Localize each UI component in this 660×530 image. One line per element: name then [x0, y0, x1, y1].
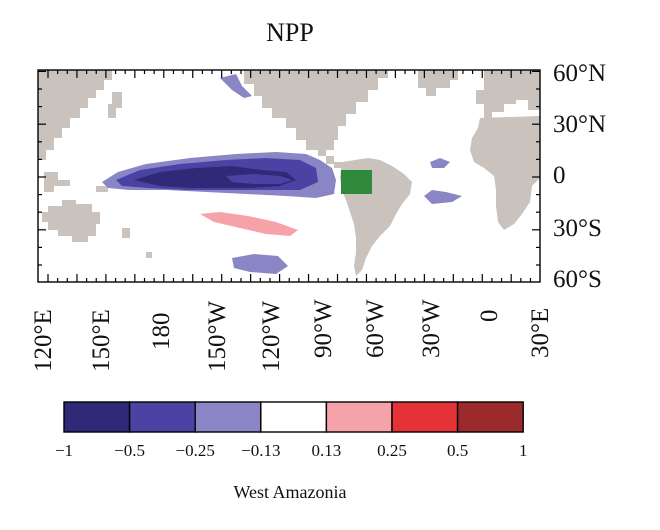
colorbar-tick-label: −0.25: [175, 441, 215, 460]
colorbar-tick-label: 0.5: [446, 441, 469, 460]
colorbar-swatch: [194, 401, 262, 433]
colorbar-swatch: [128, 401, 196, 433]
figure-caption: West Amazonia: [233, 482, 347, 502]
map-title: NPP: [266, 18, 314, 47]
colorbar-swatch: [260, 401, 328, 433]
lat-label-0: 0: [553, 162, 566, 189]
south-pacific-patch: [232, 254, 288, 274]
lon-label-0: 0: [476, 309, 503, 323]
lon-label-150w: 150°W: [204, 300, 231, 372]
equatorial-atlantic-patch: [424, 190, 462, 204]
colorbar-tick-label: −0.13: [241, 441, 281, 460]
colorbar-swatch: [63, 401, 131, 433]
anomaly-contours: [102, 74, 462, 274]
colorbar-tick-label: −1: [54, 441, 74, 460]
lat-label-60s: 60°S: [553, 266, 602, 293]
central-america: [326, 156, 342, 168]
new-guinea: [96, 186, 108, 192]
north-pacific-patch: [220, 74, 252, 98]
colorbar-swatch: [391, 401, 459, 433]
greenland: [418, 70, 458, 96]
lat-label-30s: 30°S: [553, 215, 602, 242]
negative-anomaly-tongue: [226, 174, 292, 184]
lon-label-120e: 120°E: [30, 309, 57, 372]
lon-label-120w: 120°W: [258, 300, 285, 372]
colorbar: [63, 401, 524, 433]
lat-label-60n: 60°N: [553, 60, 607, 87]
lon-label-150e: 150°E: [88, 309, 115, 372]
colorbar-swatch: [325, 401, 393, 433]
lon-label-180: 180: [148, 312, 175, 351]
west-amazonia-region-box: [341, 170, 372, 194]
lon-label-60w: 60°W: [362, 299, 389, 358]
maritime-islands: [44, 172, 70, 192]
colorbar-tick-label: −0.5: [114, 441, 146, 460]
asia-landmass: [38, 70, 112, 160]
europe: [476, 70, 540, 118]
north-atlantic-patch: [430, 158, 450, 168]
lat-label-30n: 30°N: [553, 111, 607, 138]
lon-label-90w: 90°W: [310, 299, 337, 358]
colorbar-swatch: [456, 401, 524, 433]
colorbar-tick-label: 0.13: [311, 441, 342, 460]
nz-south: [146, 252, 152, 258]
australia: [42, 200, 100, 242]
positive-anomaly-patch: [200, 212, 298, 236]
north-america: [244, 70, 388, 156]
lon-label-30e: 30°E: [527, 307, 554, 358]
axis-ticks: [38, 70, 540, 282]
new-zealand: [122, 228, 130, 238]
colorbar-tick-label: 1: [518, 441, 528, 460]
africa: [470, 116, 540, 230]
japan-island: [108, 92, 122, 118]
lon-label-30w: 30°W: [418, 299, 445, 358]
colorbar-tick-label: 0.25: [377, 441, 407, 460]
